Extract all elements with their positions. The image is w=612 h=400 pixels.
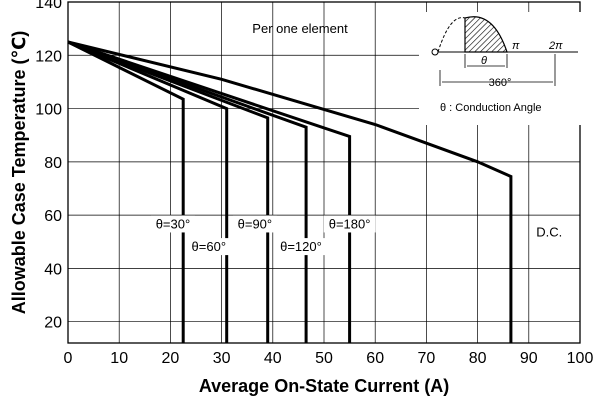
series-line bbox=[67, 40, 308, 343]
series-label-background bbox=[186, 238, 231, 256]
series-line bbox=[67, 40, 229, 343]
x-tick-label: 100 bbox=[567, 350, 594, 367]
y-tick-label: 40 bbox=[44, 261, 62, 278]
y-tick-label: 120 bbox=[35, 48, 62, 65]
x-tick-label: 20 bbox=[162, 350, 180, 367]
inset-caption: θ : Conduction Angle bbox=[440, 102, 542, 114]
series-labels: θ=30°θ=60° θ=90° θ=120° θ=180° D.C. bbox=[150, 215, 568, 256]
series-label: θ=120° bbox=[280, 239, 322, 254]
x-tick-label: 10 bbox=[110, 350, 128, 367]
series-label-background bbox=[275, 238, 327, 256]
curves bbox=[67, 40, 513, 343]
series-label: θ=180° bbox=[329, 216, 371, 231]
x-tick-label: 0 bbox=[64, 350, 73, 367]
series-label: θ=60° bbox=[192, 239, 226, 254]
series-line bbox=[67, 40, 270, 343]
inset-dashed-wave bbox=[437, 17, 466, 53]
series-line bbox=[67, 40, 185, 343]
inset-360-label: 360° bbox=[489, 77, 512, 89]
plot-frame bbox=[67, 1, 581, 344]
y-tick-labels: 20 40 60 80 100 120 140 bbox=[35, 0, 62, 332]
y-tick-label: 80 bbox=[44, 155, 62, 172]
series-label-background bbox=[150, 215, 195, 233]
y-tick-label: 60 bbox=[44, 208, 62, 225]
inset-pi-label: π bbox=[512, 40, 520, 52]
x-tick-labels: 0 10 20 30 40 50 60 70 80 90 100 bbox=[64, 350, 594, 367]
y-axis-label: Allowable Case Temperature (℃) bbox=[9, 31, 29, 315]
x-tick-label: 40 bbox=[264, 350, 282, 367]
series-label-background bbox=[531, 223, 568, 241]
x-tick-label: 60 bbox=[366, 350, 384, 367]
x-tick-label: 30 bbox=[213, 350, 231, 367]
x-tick-label: 80 bbox=[469, 350, 487, 367]
inset-hatched-wave bbox=[464, 16, 508, 53]
y-tick-label: 100 bbox=[35, 102, 62, 119]
x-tick-label: 70 bbox=[418, 350, 436, 367]
series-line bbox=[67, 40, 513, 343]
x-axis-label: Average On-State Current (A) bbox=[199, 376, 449, 396]
series-label-background bbox=[232, 215, 277, 233]
inset-background bbox=[419, 12, 581, 125]
y-tick-label: 20 bbox=[44, 315, 62, 332]
inset-theta-label: θ bbox=[481, 55, 487, 67]
series-label: θ=90° bbox=[238, 216, 272, 231]
inset-2pi-label: 2π bbox=[548, 40, 563, 52]
x-tick-label: 50 bbox=[315, 350, 333, 367]
y-tick-label: 140 bbox=[35, 0, 62, 12]
inset-origin-marker bbox=[431, 48, 439, 56]
conduction-angle-inset: θ 360° π 2π θ : Conduction Angle bbox=[419, 12, 581, 125]
series-label: D.C. bbox=[536, 224, 562, 239]
series-line bbox=[67, 40, 352, 343]
x-tick-label: 90 bbox=[520, 350, 538, 367]
series-label-background bbox=[323, 215, 376, 233]
series-label: θ=30° bbox=[156, 216, 190, 231]
per-element-annotation: Per one element bbox=[252, 21, 348, 36]
